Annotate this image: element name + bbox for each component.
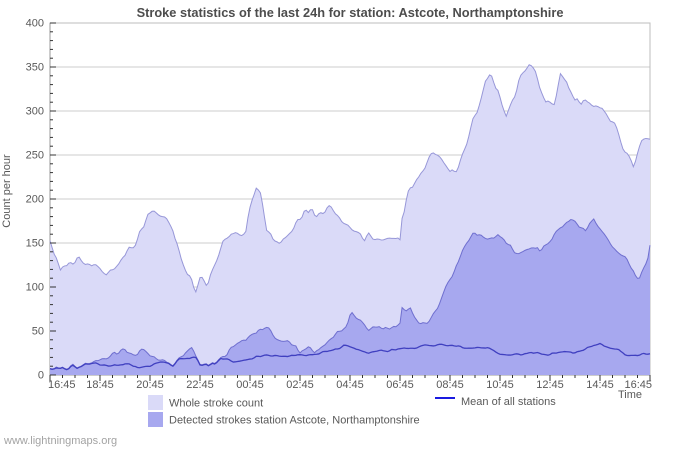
svg-text:350: 350 — [26, 62, 44, 74]
svg-text:400: 400 — [26, 18, 44, 30]
svg-text:300: 300 — [26, 106, 44, 118]
svg-text:02:45: 02:45 — [286, 379, 314, 391]
svg-text:20:45: 20:45 — [136, 379, 164, 391]
svg-text:100: 100 — [26, 282, 44, 294]
svg-text:200: 200 — [26, 194, 44, 206]
svg-text:14:45: 14:45 — [586, 379, 614, 391]
svg-text:00:45: 00:45 — [236, 379, 264, 391]
svg-text:12:45: 12:45 — [536, 379, 564, 391]
svg-text:04:45: 04:45 — [336, 379, 364, 391]
svg-text:150: 150 — [26, 238, 44, 250]
svg-text:08:45: 08:45 — [436, 379, 464, 391]
svg-text:10:45: 10:45 — [486, 379, 514, 391]
svg-text:0: 0 — [38, 370, 44, 382]
svg-text:16:45: 16:45 — [48, 379, 76, 391]
svg-text:06:45: 06:45 — [386, 379, 414, 391]
svg-text:50: 50 — [32, 326, 44, 338]
svg-text:250: 250 — [26, 150, 44, 162]
svg-text:22:45: 22:45 — [186, 379, 214, 391]
svg-text:18:45: 18:45 — [86, 379, 114, 391]
